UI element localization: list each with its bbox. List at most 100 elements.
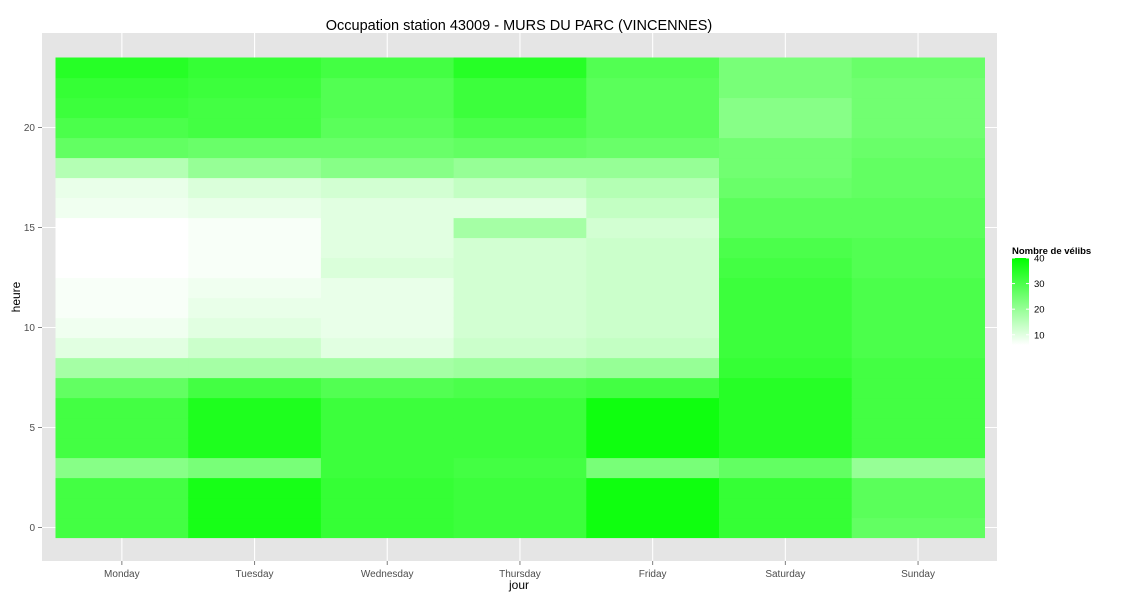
x-tick-label: Wednesday [361,569,414,580]
heatmap-cell [719,197,853,219]
legend-title: Nombre de vélibs [1012,246,1091,257]
heatmap-cell [719,77,853,99]
heatmap-cell [188,497,322,519]
heatmap-cell [55,517,189,539]
heatmap-cell [719,457,853,479]
heatmap-cell [851,457,985,479]
heatmap-cell [55,57,189,79]
heatmap-cell [851,257,985,279]
heatmap-cell [55,477,189,499]
chart-title: Occupation station 43009 - MURS DU PARC … [326,18,713,34]
heatmap-cell [586,97,720,119]
heatmap-cell [320,197,455,219]
heatmap-cell [320,277,455,299]
heatmap-cell [188,437,322,459]
heatmap-cell [320,337,455,359]
heatmap-cell [55,317,189,339]
heatmap-cell [453,497,587,519]
heatmap-cell [320,237,455,259]
heatmap-cell [719,357,853,379]
heatmap-cell [55,117,189,139]
heatmap-cell [719,517,853,539]
heatmap-cell [719,217,853,239]
x-tick-label: Thursday [499,569,541,580]
heatmap-cell [453,477,587,499]
heatmap-cell [851,137,985,159]
heatmap-cell [320,117,455,139]
heatmap-cell [188,377,322,399]
legend-colorbar [1012,258,1029,345]
heatmap-cell [188,417,322,439]
heatmap-cell [55,457,189,479]
heatmap-cell [320,397,455,419]
heatmap-cell [55,177,189,199]
heatmap-cell [851,77,985,99]
heatmap-cell [851,317,985,339]
heatmap-cell [719,137,853,159]
heatmap-cell [188,77,322,99]
heatmap-cell [320,517,455,539]
heatmap-cell [719,157,853,179]
heatmap-cell [320,77,455,99]
heatmap-cell [719,397,853,419]
heatmap-cell [719,57,853,79]
heatmap-cell [851,217,985,239]
heatmap-cell [851,177,985,199]
heatmap-cell [586,377,720,399]
heatmap-cell [586,517,720,539]
heatmap-cell [188,337,322,359]
heatmap-cell [320,177,455,199]
heatmap-cell [55,137,189,159]
heatmap-cell [188,137,322,159]
heatmap-cell [320,257,455,279]
heatmap-tiles [55,57,985,539]
heatmap-cell [851,437,985,459]
heatmap-cell [851,97,985,119]
heatmap-cell [453,177,587,199]
heatmap-cell [851,517,985,539]
heatmap-cell [55,77,189,99]
heatmap-cell [55,97,189,119]
heatmap-cell [188,257,322,279]
heatmap-cell [719,417,853,439]
x-tick-label: Sunday [901,569,935,580]
heatmap-cell [586,77,720,99]
heatmap-cell [55,357,189,379]
heatmap-cell [453,317,587,339]
heatmap-cell [453,257,587,279]
legend-tick-label: 30 [1034,279,1045,290]
heatmap-cell [320,317,455,339]
heatmap-cell [586,117,720,139]
heatmap-cell [453,157,587,179]
heatmap-cell [55,417,189,439]
heatmap-cell [586,317,720,339]
heatmap-cell [719,477,853,499]
heatmap-cell [586,437,720,459]
heatmap-cell [453,197,587,219]
heatmap-cell [851,357,985,379]
heatmap-cell [188,97,322,119]
y-tick-label: 15 [24,223,36,234]
heatmap-cell [851,397,985,419]
heatmap-cell [55,337,189,359]
heatmap-cell [320,457,455,479]
heatmap-cell [719,177,853,199]
y-tick-label: 0 [29,523,35,534]
heatmap-cell [320,157,455,179]
heatmap-cell [586,277,720,299]
heatmap-cell [188,177,322,199]
heatmap-cell [851,277,985,299]
heatmap-cell [188,117,322,139]
heatmap-cell [188,277,322,299]
heatmap-cell [586,177,720,199]
heatmap-cell [586,237,720,259]
heatmap-cell [320,377,455,399]
heatmap-cell [320,137,455,159]
heatmap-cell [586,357,720,379]
heatmap-cell [55,217,189,239]
heatmap-cell [453,517,587,539]
x-tick-label: Monday [104,569,140,580]
legend: Nombre de vélibs 10 20 30 40 [1012,246,1091,345]
heatmap-cell [55,437,189,459]
heatmap-cell [851,477,985,499]
